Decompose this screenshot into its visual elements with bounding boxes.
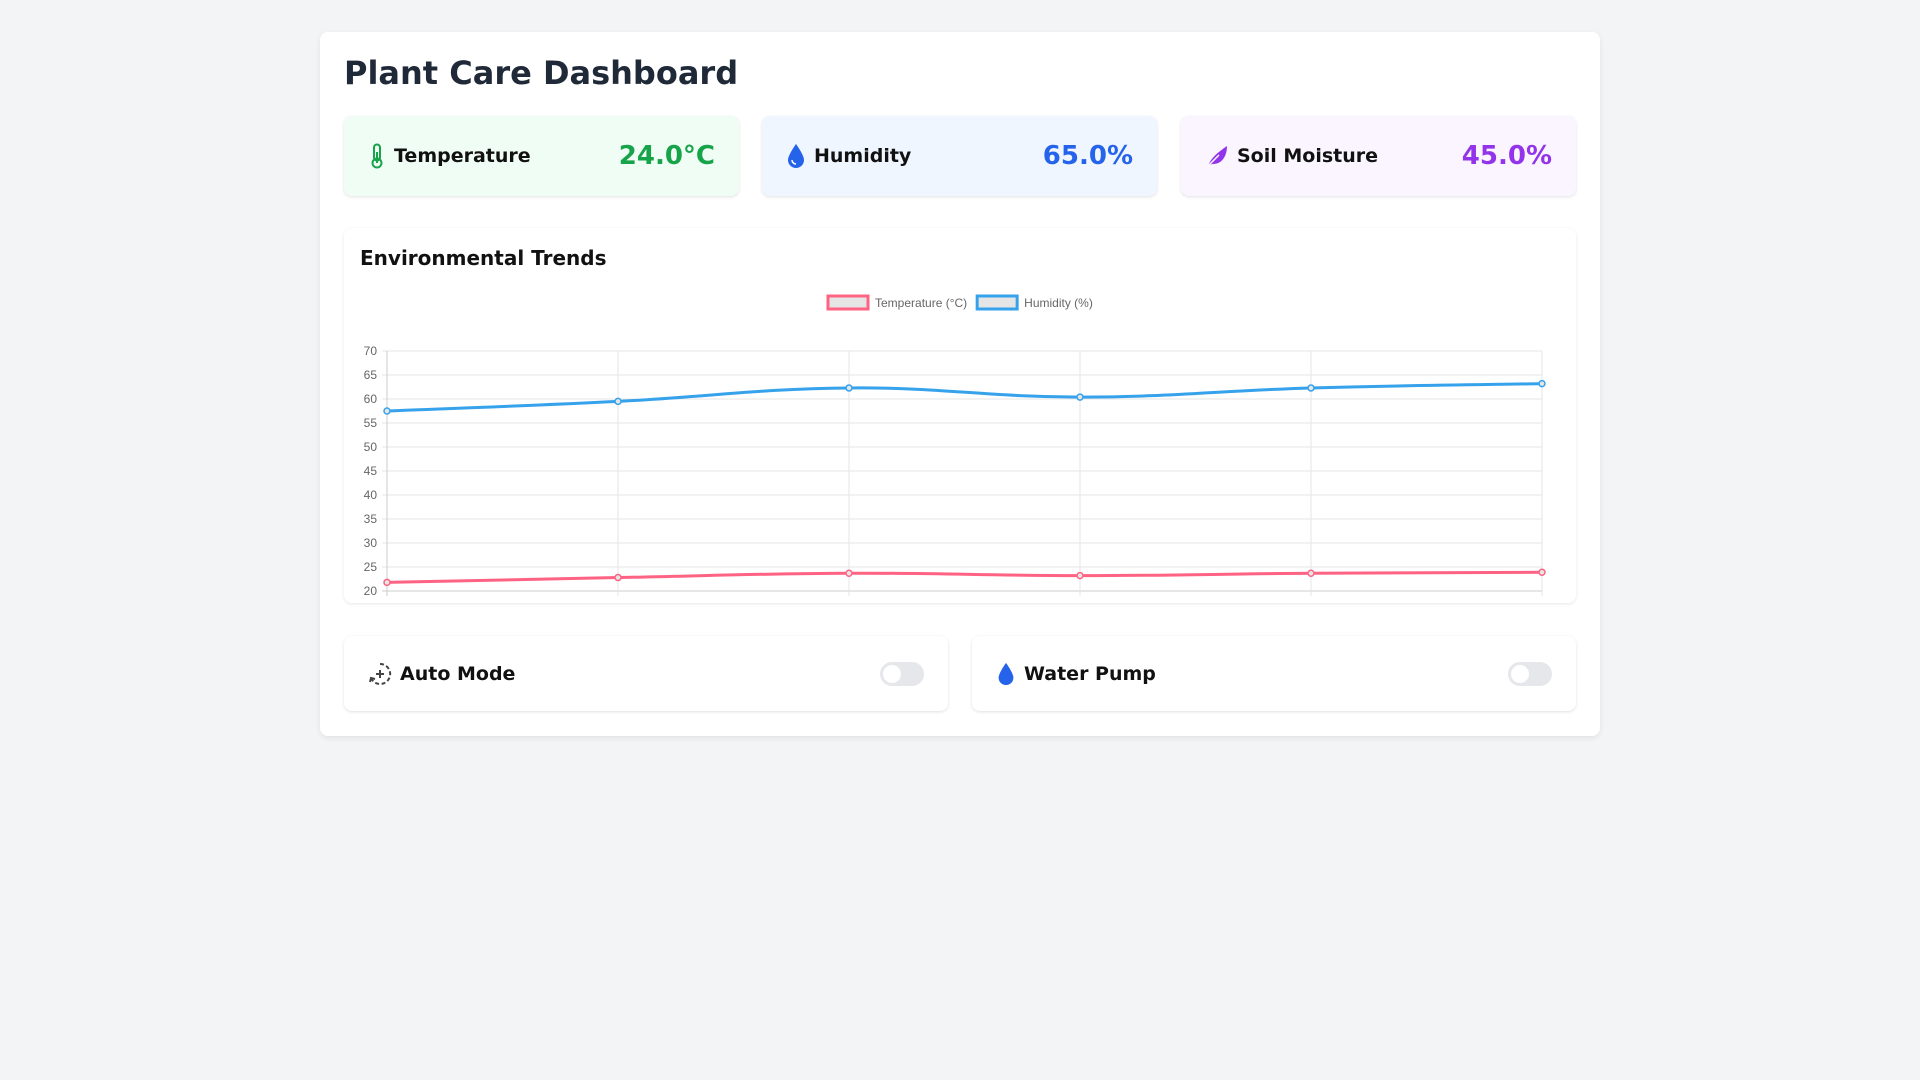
droplet-icon <box>788 144 804 168</box>
soil-moisture-label: Soil Moisture <box>1237 145 1379 167</box>
data-point <box>1076 393 1084 401</box>
y-tick-label: 55 <box>364 416 378 430</box>
toggle-knob <box>883 664 901 683</box>
x-tick-label: 16:00 <box>1296 602 1326 603</box>
data-point <box>1538 379 1546 388</box>
water-pump-label: Water Pump <box>1024 662 1156 685</box>
data-point <box>1307 384 1315 392</box>
soil-moisture-card: Soil Moisture 45.0% <box>1181 116 1576 196</box>
chart-title: Environmental Trends <box>360 246 607 270</box>
thermometer-icon <box>371 143 383 169</box>
water-pump-toggle[interactable] <box>1508 661 1552 686</box>
y-tick-label: 60 <box>364 392 378 406</box>
series-line <box>386 570 1543 584</box>
temperature-value: 24.0°C <box>618 141 715 171</box>
x-tick-label: 14:00 <box>834 602 864 603</box>
series-line <box>386 382 1543 413</box>
droplet-icon <box>998 662 1014 685</box>
data-point <box>614 397 622 406</box>
y-tick-label: 25 <box>364 560 378 574</box>
auto-mode-icon <box>369 662 392 685</box>
auto-mode-toggle[interactable] <box>880 661 924 686</box>
x-tick-label: 12:00 <box>372 602 402 603</box>
data-point <box>1076 571 1084 580</box>
temperature-label: Temperature <box>394 145 531 167</box>
humidity-card: Humidity 65.0% <box>762 116 1157 196</box>
environmental-trends-card: Environmental Trends 20 25 30 35 40 45 50 55 60 6… <box>344 228 1576 603</box>
auto-mode-label: Auto Mode <box>400 662 516 685</box>
temperature-card: Temperature 24.0°C <box>344 116 739 196</box>
y-tick-label: 20 <box>364 584 378 598</box>
trend-chart: 20 25 30 35 40 45 50 55 60 65 70 12:00 13:00 14:00 15:… <box>364 294 1557 603</box>
legend-swatch <box>826 294 870 311</box>
auto-mode-control: Auto Mode <box>344 636 948 711</box>
legend-label: Temperature (°C) <box>875 296 967 310</box>
data-point <box>1307 569 1315 577</box>
y-tick-label: 70 <box>364 344 378 358</box>
y-tick-label: 50 <box>364 440 378 454</box>
page-title: Plant Care Dashboard <box>344 54 739 92</box>
data-point <box>845 384 853 392</box>
soil-moisture-value: 45.0% <box>1461 141 1552 171</box>
data-point <box>383 407 391 415</box>
y-tick-label: 35 <box>364 512 378 526</box>
data-point <box>383 578 391 587</box>
y-tick-label: 65 <box>364 368 378 382</box>
humidity-value: 65.0% <box>1042 141 1133 171</box>
water-pump-control: Water Pump <box>972 636 1576 711</box>
data-point <box>614 573 622 582</box>
legend-label: Humidity (%) <box>1024 296 1093 310</box>
x-tick-label: 13:00 <box>603 602 633 603</box>
dashboard-panel: Plant Care Dashboard Temperature 24.0°C … <box>320 32 1600 736</box>
y-tick-label: 45 <box>364 464 378 478</box>
y-tick-label: 40 <box>364 488 378 502</box>
x-tick-label: 17:00 <box>1527 602 1557 603</box>
data-point <box>845 569 853 577</box>
x-tick-label: 15:00 <box>1065 602 1095 603</box>
y-tick-label: 30 <box>364 536 378 550</box>
humidity-label: Humidity <box>814 145 912 167</box>
data-point <box>1538 568 1546 577</box>
leaf-icon <box>1207 146 1227 167</box>
toggle-knob <box>1511 664 1529 683</box>
legend-swatch <box>975 294 1019 311</box>
